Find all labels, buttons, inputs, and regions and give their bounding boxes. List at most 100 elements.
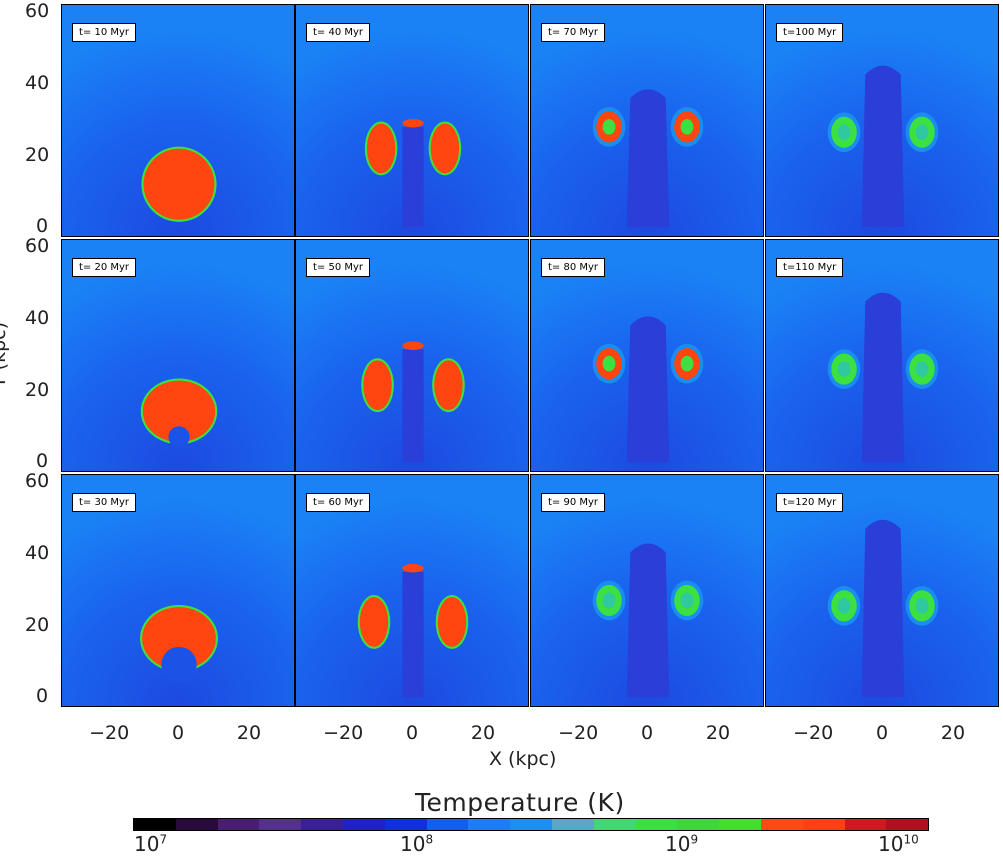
x-tick-label: −20 [558,722,599,744]
colorbar [133,818,929,831]
colorbar-segment [886,819,929,830]
jet-channel [402,349,424,463]
temperature-map [62,475,294,706]
hot-lobe [434,360,463,410]
lobe-swirl [915,598,929,614]
lobe-swirl [602,355,616,372]
colorbar-segment [844,819,887,830]
colorbar-tick-label: 108 [400,832,434,856]
hot-lobe [430,123,460,174]
hot-lobe [363,360,392,410]
y-axis-title: Y (kpc) [0,322,10,388]
y-tick-label: 60 [25,235,50,258]
colorbar-tick-label: 1010 [878,832,919,856]
panel-t90: t= 90 Myr [530,474,764,707]
panel-t70: t= 70 Myr [530,4,764,237]
colorbar-segment [259,819,302,830]
hot-bubble [142,380,216,443]
time-label: t= 60 Myr [306,493,371,512]
x-tick-label: −20 [89,722,130,744]
bubble-notch [168,426,190,448]
lobe-swirl [680,592,694,609]
temperature-map [296,475,528,706]
jet-cavity [861,292,905,463]
lobe-swirl [680,119,694,135]
x-tick-label: 20 [705,722,731,744]
colorbar-segment [635,819,678,830]
panel-t20: t= 20 Myr [61,239,295,472]
time-label: t= 30 Myr [72,493,137,512]
jet-head [402,119,424,128]
lobe-swirl [602,592,616,609]
hot-lobe [366,123,396,174]
temperature-map [766,475,998,706]
lobe-swirl [680,355,694,372]
colorbar-segment [217,819,260,830]
colorbar-segment [760,819,803,830]
x-tick-label: 20 [940,722,966,744]
colorbar-segment [593,819,636,830]
jet-head [402,563,424,573]
temperature-map [531,475,763,706]
colorbar-segment [134,819,176,830]
colorbar-segment [384,819,427,830]
hot-bubble [143,148,215,220]
colorbar-segment [175,819,218,830]
y-tick-label: 40 [25,541,50,564]
x-tick-label: 0 [406,722,419,744]
panel-t80: t= 80 Myr [530,239,764,472]
jet-cavity [861,519,905,698]
temperature-map [531,5,763,236]
colorbar-title: Temperature (K) [415,788,625,817]
lobe-swirl [837,124,851,141]
x-tick-label: 20 [470,722,496,744]
y-tick-label: 60 [25,470,50,493]
time-label: t= 10 Myr [72,23,137,42]
panel-t10: t= 10 Myr [61,4,295,237]
lobe-swirl [915,361,929,377]
y-tick-label: 20 [25,613,50,636]
x-axis-title: X (kpc) [489,748,557,770]
temperature-map [766,240,998,471]
y-tick-label: 0 [36,450,49,473]
panel-t40: t= 40 Myr [295,4,529,237]
jet-head [402,341,424,351]
temperature-map [296,5,528,236]
colorbar-segment [802,819,845,830]
y-tick-label: 20 [25,378,50,401]
jet-cavity [626,316,670,463]
hot-lobe [437,597,467,647]
hot-bubble [142,607,216,670]
colorbar-segment [551,819,594,830]
x-tick-label: 0 [641,722,654,744]
temperature-map [62,240,294,471]
jet-channel [402,126,424,228]
x-tick-label: −20 [323,722,364,744]
y-tick-label: 20 [25,143,50,166]
colorbar-tick-label: 107 [134,832,168,856]
jet-cavity [626,89,670,228]
panel-t110: t=110 Myr [765,239,999,472]
lobe-swirl [915,124,929,141]
bubble-notch [161,646,197,683]
y-tick-label: 60 [25,0,50,23]
y-tick-label: 0 [36,685,49,708]
panel-t60: t= 60 Myr [295,474,529,707]
colorbar-segment [677,819,720,830]
y-tick-label: 40 [25,306,50,329]
temperature-map [766,5,998,236]
colorbar-segment [510,819,552,830]
time-label: t= 50 Myr [306,258,371,277]
panel-t50: t= 50 Myr [295,239,529,472]
temperature-map [531,240,763,471]
jet-channel [402,571,424,698]
y-tick-label: 0 [36,215,49,238]
panel-t120: t=120 Myr [765,474,999,707]
time-label: t= 40 Myr [306,23,371,42]
hot-lobe [359,597,389,647]
temperature-map [296,240,528,471]
y-tick-label: 40 [25,71,50,94]
jet-cavity [861,65,905,228]
panel-t100: t=100 Myr [765,4,999,237]
